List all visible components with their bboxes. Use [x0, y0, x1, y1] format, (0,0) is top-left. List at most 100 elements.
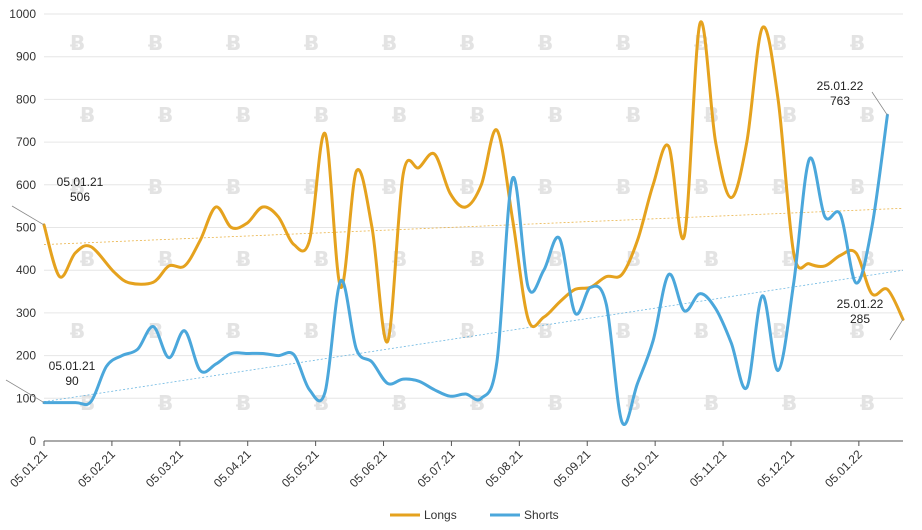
x-tick-label: 05.09.21	[550, 447, 593, 490]
watermark-logo-icon: Ƀ	[538, 31, 553, 55]
watermark-logo-icon: Ƀ	[304, 31, 319, 55]
watermark-logo-icon: Ƀ	[158, 103, 173, 127]
watermark-logo-icon: Ƀ	[548, 103, 563, 127]
annotation-value: 285	[850, 312, 870, 326]
watermark-logo-icon: Ƀ	[782, 103, 797, 127]
series-line-shorts	[42, 113, 889, 426]
y-tick-label: 700	[16, 135, 36, 149]
legend-item-longs[interactable]: Longs	[390, 508, 457, 522]
legend-label: Shorts	[524, 508, 559, 522]
legend[interactable]: Longs Shorts	[390, 508, 559, 522]
watermark-logo-icon: Ƀ	[392, 391, 407, 415]
watermark-logo-icon: Ƀ	[70, 175, 85, 199]
watermark-logo-icon: Ƀ	[772, 319, 787, 343]
watermark-logo-icon: Ƀ	[148, 31, 163, 55]
watermark-logo-icon: Ƀ	[626, 247, 641, 271]
x-tick-label: 05.01.22	[822, 447, 865, 490]
watermark-logo-icon: Ƀ	[782, 391, 797, 415]
y-tick-label: 100	[16, 391, 36, 405]
watermark-logo-icon: Ƀ	[382, 31, 397, 55]
watermark-logo-icon: Ƀ	[226, 175, 241, 199]
watermark-logo-icon: Ƀ	[616, 175, 631, 199]
watermark-logo-icon: Ƀ	[860, 103, 875, 127]
annotation-leader-line	[871, 91, 888, 116]
watermark-logo-icon: Ƀ	[850, 31, 865, 55]
watermark-logo-icon: Ƀ	[226, 319, 241, 343]
series-lines	[42, 20, 905, 426]
x-tick-label: 05.02.21	[75, 447, 118, 490]
watermark-logo-icon: Ƀ	[158, 391, 173, 415]
watermark-layer: Ƀ Ƀ Ƀ Ƀ Ƀ Ƀ Ƀ Ƀ Ƀ Ƀ Ƀ Ƀ Ƀ Ƀ Ƀ Ƀ Ƀ Ƀ Ƀ Ƀ Ƀ Ƀ Ƀ Ƀ Ƀ Ƀ Ƀ Ƀ Ƀ Ƀ Ƀ Ƀ Ƀ Ƀ Ƀ Ƀ Ƀ Ƀ Ƀ Ƀ…	[70, 31, 875, 415]
y-tick-label: 300	[16, 306, 36, 320]
watermark-logo-icon: Ƀ	[850, 319, 865, 343]
series-line-longs	[42, 20, 905, 344]
watermark-logo-icon: Ƀ	[226, 31, 241, 55]
trendline-shorts	[43, 269, 904, 403]
watermark-logo-icon: Ƀ	[772, 175, 787, 199]
watermark-logo-icon: Ƀ	[80, 247, 95, 271]
x-tick-label: 05.01.21	[7, 447, 50, 490]
annotation-leader-line	[11, 205, 45, 226]
watermark-logo-icon: Ƀ	[616, 31, 631, 55]
watermark-logo-icon: Ƀ	[626, 103, 641, 127]
annotation-date: 05.01.21	[49, 359, 96, 373]
watermark-logo-icon: Ƀ	[538, 175, 553, 199]
y-tick-label: 0	[29, 434, 36, 448]
x-tick-label: 05.08.21	[483, 447, 526, 490]
x-tick-label: 05.06.21	[347, 447, 390, 490]
annotation-date: 05.01.21	[57, 175, 104, 189]
watermark-logo-icon: Ƀ	[392, 103, 407, 127]
watermark-logo-icon: Ƀ	[460, 175, 475, 199]
watermark-logo-icon: Ƀ	[704, 247, 719, 271]
trendline-longs	[43, 207, 904, 245]
watermark-logo-icon: Ƀ	[70, 319, 85, 343]
x-tick-label: 05.12.21	[754, 447, 797, 490]
watermark-logo-icon: Ƀ	[304, 319, 319, 343]
y-tick-label: 500	[16, 221, 36, 235]
watermark-logo-icon: Ƀ	[314, 103, 329, 127]
watermark-logo-icon: Ƀ	[314, 391, 329, 415]
legend-item-shorts[interactable]: Shorts	[490, 508, 559, 522]
trendlines	[43, 207, 904, 403]
watermark-logo-icon: Ƀ	[616, 319, 631, 343]
x-tick-label: 05.04.21	[211, 447, 254, 490]
watermark-logo-icon: Ƀ	[704, 391, 719, 415]
annotation-leader-line	[5, 379, 45, 403]
watermark-logo-icon: Ƀ	[538, 319, 553, 343]
y-tick-label: 600	[16, 178, 36, 192]
x-tick-label: 05.11.21	[687, 447, 730, 490]
watermark-logo-icon: Ƀ	[860, 391, 875, 415]
watermark-logo-icon: Ƀ	[548, 391, 563, 415]
x-tick-label: 05.03.21	[143, 447, 186, 490]
annotation-value: 90	[65, 374, 79, 388]
legend-label: Longs	[424, 508, 457, 522]
x-tick-label: 05.10.21	[618, 447, 661, 490]
annotation-value: 506	[70, 190, 90, 204]
x-tick-label: 05.05.21	[279, 447, 322, 490]
annotation-leader-line	[889, 319, 904, 341]
watermark-logo-icon: Ƀ	[470, 103, 485, 127]
watermark-logo-icon: Ƀ	[850, 175, 865, 199]
watermark-logo-icon: Ƀ	[236, 247, 251, 271]
y-tick-label: 400	[16, 263, 36, 277]
watermark-logo-icon: Ƀ	[236, 103, 251, 127]
watermark-logo-icon: Ƀ	[694, 319, 709, 343]
grid-lines	[44, 13, 903, 399]
y-tick-label: 1000	[9, 7, 36, 21]
watermark-logo-icon: Ƀ	[148, 175, 163, 199]
y-tick-label: 200	[16, 349, 36, 363]
watermark-logo-icon: Ƀ	[470, 391, 485, 415]
watermark-logo-icon: Ƀ	[460, 319, 475, 343]
watermark-logo-icon: Ƀ	[470, 247, 485, 271]
watermark-logo-icon: Ƀ	[80, 103, 95, 127]
watermark-logo-icon: Ƀ	[236, 391, 251, 415]
annotation-date: 25.01.22	[817, 79, 864, 93]
y-tick-label: 900	[16, 50, 36, 64]
annotation-value: 763	[830, 94, 850, 108]
watermark-logo-icon: Ƀ	[694, 175, 709, 199]
watermark-logo-icon: Ƀ	[314, 247, 329, 271]
y-tick-label: 800	[16, 92, 36, 106]
annotation-date: 25.01.22	[837, 297, 884, 311]
watermark-logo-icon: Ƀ	[70, 31, 85, 55]
